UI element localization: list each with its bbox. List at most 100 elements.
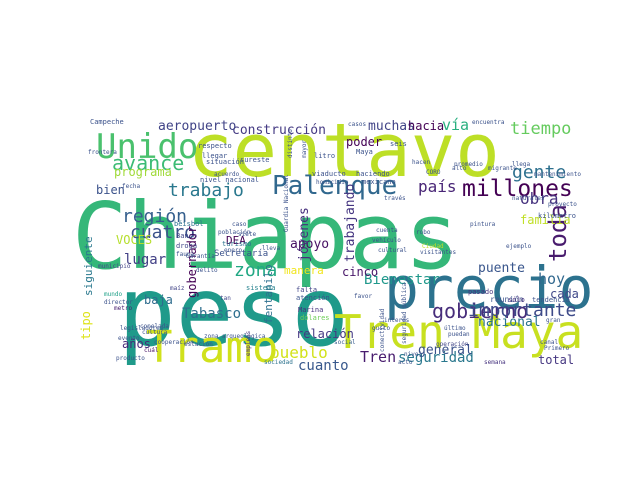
word-primero: Primero — [544, 345, 570, 352]
word-gobierno: gobierno — [432, 299, 528, 323]
word-lugar: lugar — [124, 252, 166, 268]
word-lleva: lleva — [262, 245, 280, 252]
word-maíz: maíz — [170, 285, 185, 292]
word-muchas: muchas — [368, 119, 415, 134]
word-empleos: empleos — [245, 330, 252, 356]
word-ciudad: Ciudad — [422, 243, 444, 250]
word-acuerdo: acuerdo — [214, 171, 240, 178]
word-cada: cada — [550, 287, 579, 301]
word-obra: obra — [520, 189, 559, 208]
word-bienestar: Bienestar — [364, 272, 440, 288]
word-director: director — [104, 299, 133, 306]
word-cinco: cinco — [342, 265, 378, 279]
cloud-background — [80, 114, 560, 366]
word-cultura: cultura — [142, 329, 168, 336]
word-chiapas: Chiapas — [72, 183, 460, 290]
word-gusto: gusto — [372, 325, 390, 332]
word-banco: Banco — [176, 232, 197, 240]
word-semana: semana — [484, 359, 506, 366]
word-metro: metro — [114, 305, 132, 312]
word-mayor: mayor — [301, 140, 308, 158]
word-aeropuerto: aeropuerto — [158, 119, 236, 134]
word-voces: VOCES — [116, 233, 152, 247]
word-naturales: naturales — [512, 195, 545, 202]
word-relación: relación — [296, 327, 354, 341]
word-nivel: nivel — [404, 351, 422, 358]
word-trabajo: trabajo — [168, 180, 244, 201]
word-marina: Marina — [298, 306, 323, 314]
word-país: país — [418, 177, 457, 196]
word-importante: importante — [468, 300, 576, 321]
word-enero: enero — [224, 247, 242, 254]
word-programa: programa — [114, 165, 172, 179]
word-turismo: turismo — [222, 240, 252, 248]
word-dólares: dólares — [300, 314, 330, 322]
word-tren-maya: Tren Maya — [334, 305, 583, 359]
word-favor: favor — [354, 293, 372, 300]
word-social: social — [334, 339, 356, 346]
word-sistema: sistema — [246, 284, 276, 292]
word-garantía: Garantía — [186, 253, 215, 260]
word-campeche: Campeche — [90, 118, 124, 126]
word-cuál: cuál — [144, 347, 159, 354]
word-puente: puente — [478, 261, 525, 276]
word-viaducto: viaducto — [312, 170, 346, 178]
word-puedan: puedan — [448, 331, 470, 338]
word-migrante: migrante — [488, 165, 517, 172]
word-manera: manera — [284, 264, 324, 277]
word-centavo: centavo — [188, 108, 500, 194]
word-nacional: nacional — [478, 315, 541, 330]
word-zona: zona — [234, 260, 277, 281]
word-general: general — [418, 343, 473, 358]
word-secretaría: Secretaría — [214, 249, 268, 259]
word-delito: delito — [196, 267, 218, 274]
word-casos: casos — [348, 121, 366, 128]
word-tramo: Tramo — [146, 322, 278, 373]
word-situación: situación — [206, 158, 244, 166]
word-acto: acto — [398, 359, 413, 366]
word-años: años — [122, 337, 151, 351]
word-seis: seis — [390, 140, 407, 148]
word-interés: interés — [384, 317, 410, 324]
word-municipio: municipio — [98, 263, 131, 270]
word-sólo: sólo — [508, 296, 525, 304]
word-fecha: fecha — [122, 183, 140, 190]
word-ejemplo: ejemplo — [506, 243, 532, 250]
word-región: región — [122, 206, 187, 227]
word-frontera: frontera — [88, 149, 117, 156]
word-promedio: promedio — [454, 161, 483, 168]
word-litro: litro — [314, 152, 335, 160]
word-haciendo: haciendo — [356, 170, 390, 178]
word-visitantes: visitantes — [420, 249, 457, 256]
word-tabasco: Tabasco — [182, 306, 241, 322]
word-peso: peso — [118, 256, 349, 368]
word-producto: producto — [116, 355, 145, 362]
word-cuanto: cuanto — [298, 358, 349, 374]
word-encuentra: encuentra — [472, 119, 505, 126]
word-palenque: Palenque — [272, 171, 397, 201]
word-hacia: hacia — [408, 119, 444, 133]
word-conectividad: conectividad — [379, 308, 386, 352]
word-vehículo: vehículo — [372, 237, 401, 244]
word-sureste: sureste — [240, 156, 270, 164]
word-pasado: pasado — [468, 288, 493, 296]
word-droga: droga — [176, 242, 197, 250]
word-llega: llega — [512, 161, 530, 168]
word-tipo: tipo — [79, 311, 93, 340]
word-kilómetro: kilómetro — [538, 212, 576, 220]
word-gran: gran — [546, 317, 561, 324]
word-hacen: hacen — [412, 159, 430, 166]
word-proyecto: proyecto — [548, 201, 577, 208]
word-poder: poder — [346, 135, 382, 149]
word-familia: familia — [520, 213, 571, 227]
word-hoy: hoy — [538, 270, 565, 288]
word-nivel-nacional: nivel nacional — [200, 176, 259, 184]
word-reunión: reunión — [490, 294, 524, 304]
word-evento: evento — [118, 335, 140, 342]
word-millones: millones — [462, 176, 573, 202]
word-toda: toda — [544, 204, 572, 262]
word-seguridad: seguridad — [398, 350, 474, 366]
word-total: total — [538, 353, 574, 367]
word-cultural: cultural — [378, 247, 407, 254]
